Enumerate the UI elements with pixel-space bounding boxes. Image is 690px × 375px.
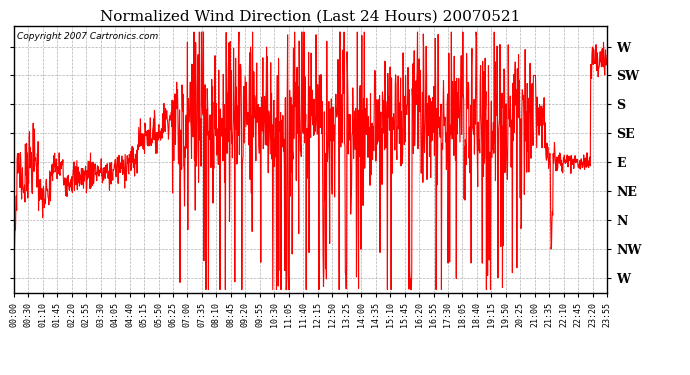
Text: Copyright 2007 Cartronics.com: Copyright 2007 Cartronics.com [17,32,158,40]
Title: Normalized Wind Direction (Last 24 Hours) 20070521: Normalized Wind Direction (Last 24 Hours… [100,10,521,24]
